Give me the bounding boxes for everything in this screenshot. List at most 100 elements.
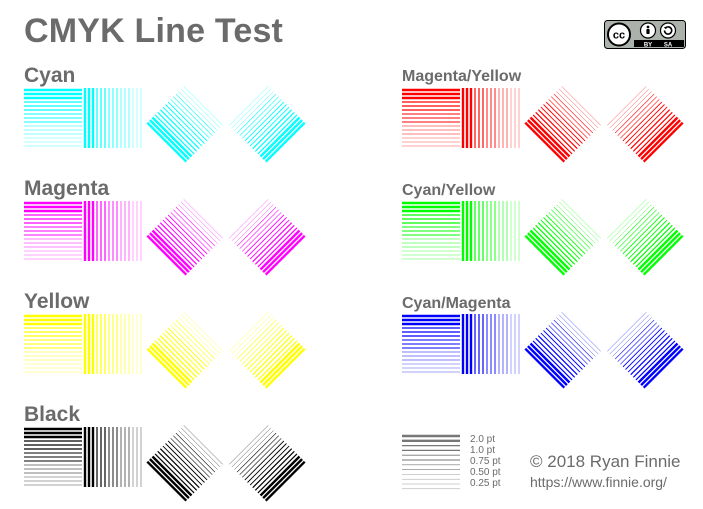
diagonal-line-a	[157, 337, 198, 378]
sample-label-magenta-yellow: Magenta/Yellow	[402, 68, 522, 85]
diagonal-line-a	[543, 217, 583, 257]
diagonal-line-a	[162, 219, 203, 260]
diagonal-line-a	[178, 204, 218, 244]
legend-label-1pt: 1.0 pt	[470, 445, 496, 456]
diagonal-line-b	[635, 227, 676, 268]
diagonal-line-b	[239, 322, 279, 362]
diagonal-line-b	[614, 206, 655, 247]
diagonal-line-b	[625, 330, 665, 370]
diagonal-line-a	[149, 119, 190, 160]
diagonal-line-a	[524, 347, 566, 389]
diagonal-line-a	[558, 314, 599, 355]
diagonal-line-a	[175, 319, 216, 360]
diagonal-line-b	[630, 335, 671, 376]
diagonal-line-a	[529, 116, 571, 158]
diagonal-line-b	[627, 106, 668, 147]
diagonal-line-a	[167, 101, 208, 142]
diagonal-line-a	[149, 458, 190, 499]
diagonal-line-b	[642, 234, 684, 276]
line-width-legend-swatch	[402, 434, 460, 489]
sample-label-black: Black	[24, 403, 81, 426]
diagonal-line-a	[537, 222, 578, 263]
diagonal-line-a	[558, 201, 599, 242]
diagonal-line-b	[231, 201, 272, 242]
diagonal-line-b	[239, 209, 279, 249]
diagonal-line-b	[249, 219, 290, 260]
diagonal-line-a	[154, 340, 195, 381]
diagonal-line-a	[162, 445, 203, 486]
diagonal-line-b	[254, 111, 295, 152]
legend-label-075pt: 0.75 pt	[470, 456, 501, 467]
diagonal-line-b	[234, 317, 274, 357]
diagonal-line-a	[151, 342, 193, 384]
diagonal-line-a	[173, 322, 213, 362]
copyright-text: © 2018 Ryan Finnie	[530, 452, 681, 471]
diagonal-line-b	[254, 337, 295, 378]
diagonal-line-b	[642, 121, 684, 163]
diagonal-line-b	[242, 99, 282, 139]
diagonal-line-a	[527, 232, 568, 273]
diagonal-line-a	[154, 227, 195, 268]
diagonal-line-a	[146, 234, 188, 276]
line-pattern-cyan-yellow	[402, 199, 684, 276]
diagonal-line-a	[167, 214, 208, 255]
diagonal-line-b	[247, 217, 287, 257]
diagonal-line-b	[236, 206, 277, 247]
diagonal-line-b	[259, 229, 301, 271]
diagonal-line-b	[622, 327, 663, 368]
diagonal-line-b	[257, 453, 298, 494]
diagonal-line-b	[234, 204, 274, 244]
diagonal-line-b	[264, 234, 306, 276]
diagonal-line-b	[614, 319, 655, 360]
diagonal-line-a	[535, 337, 576, 378]
diagonal-line-a	[548, 99, 588, 139]
diagonal-line-b	[617, 209, 657, 249]
diagonal-line-b	[257, 227, 298, 268]
diagonal-line-b	[254, 224, 295, 265]
diagonal-line-a	[162, 332, 203, 373]
diagonal-line-b	[627, 332, 668, 373]
diagonal-line-b	[244, 214, 285, 255]
diagonal-line-b	[247, 443, 287, 483]
diagonal-line-b	[609, 88, 650, 129]
diagonal-line-b	[630, 222, 671, 263]
diagonal-line-a	[165, 217, 205, 257]
diagonal-line-a	[165, 330, 205, 370]
diagonal-line-b	[236, 93, 277, 134]
diagonal-line-b	[244, 440, 285, 481]
diagonal-line-b	[236, 319, 277, 360]
diagonal-line-b	[254, 450, 295, 491]
diagonal-line-a	[553, 319, 594, 360]
diagonal-line-b	[231, 314, 272, 355]
diagonal-line-a	[524, 121, 566, 163]
diagonal-line-b	[622, 214, 663, 255]
diagonal-line-b	[231, 88, 272, 129]
diagonal-line-b	[262, 458, 303, 499]
author-url: https://www.finnie.org/	[530, 474, 667, 490]
diagonal-line-a	[159, 448, 200, 489]
diagonal-line-a	[175, 432, 216, 473]
diagonal-line-b	[252, 222, 293, 263]
diagonal-line-b	[242, 325, 282, 365]
line-pattern-black	[24, 425, 306, 502]
diagonal-line-b	[236, 432, 277, 473]
diagonal-line-a	[178, 430, 218, 470]
svg-text:cc: cc	[613, 30, 625, 42]
diagonal-line-a	[170, 438, 210, 478]
sample-label-cyan-yellow: Cyan/Yellow	[402, 182, 496, 199]
diagonal-line-a	[548, 325, 588, 365]
diagonal-line-a	[180, 201, 221, 242]
diagonal-line-a	[532, 114, 573, 155]
diagonal-line-a	[553, 206, 594, 247]
diagonal-line-b	[244, 101, 285, 142]
diagonal-line-a	[561, 86, 601, 126]
diagonal-line-a	[532, 227, 573, 268]
diagonal-line-b	[620, 325, 660, 365]
diagonal-line-a	[146, 460, 188, 502]
diagonal-line-a	[556, 204, 596, 244]
diagonal-line-b	[630, 109, 671, 150]
diagonal-line-b	[264, 121, 306, 163]
diagonal-line-a	[551, 322, 591, 362]
diagonal-line-b	[617, 96, 657, 136]
diagonal-line-a	[545, 327, 586, 368]
